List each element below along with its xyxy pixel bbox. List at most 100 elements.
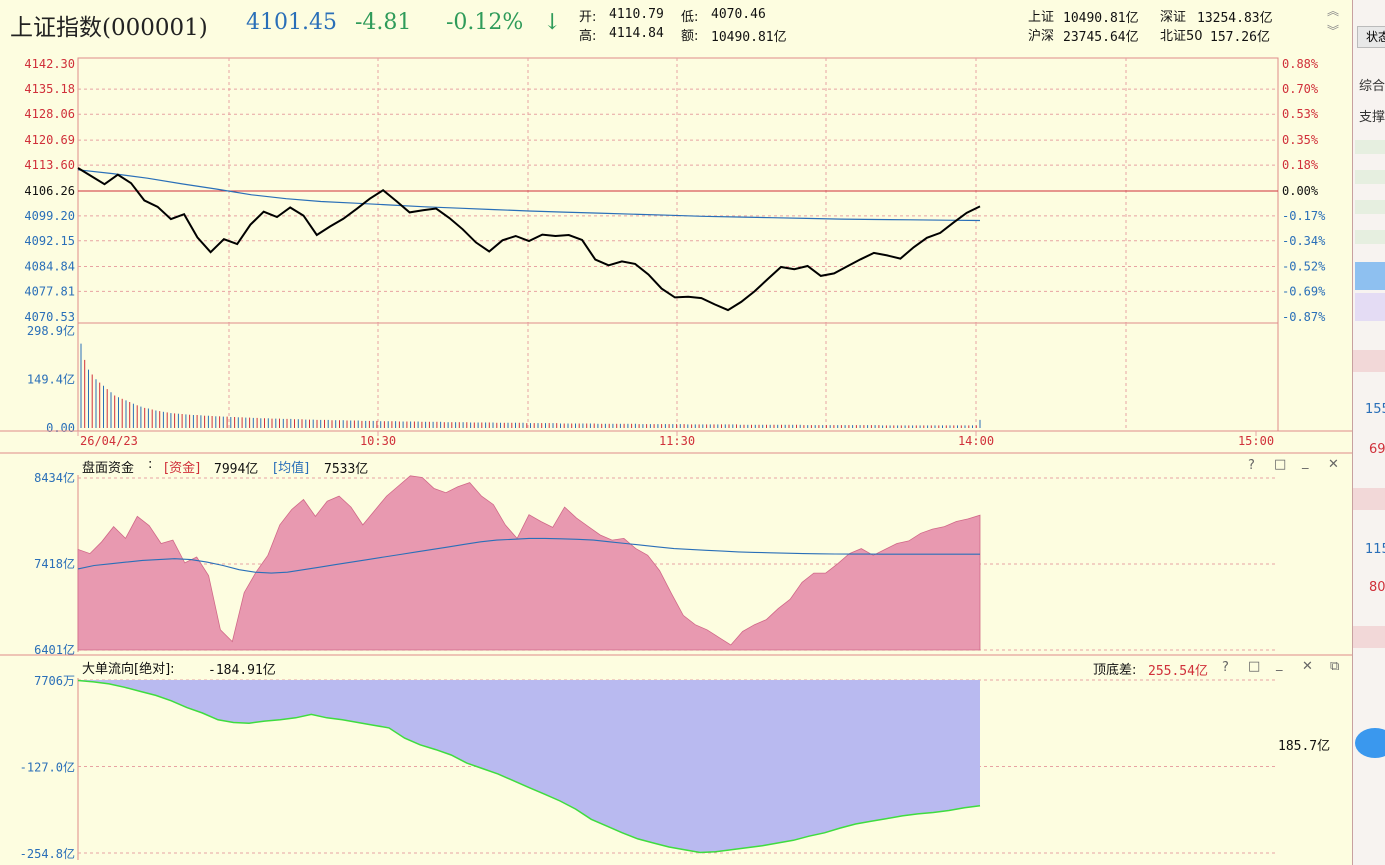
help-icon[interactable]: ? [1222,660,1229,675]
market-bz-label: 北证50 [1160,29,1203,44]
big-order-y-tick-label: -254.8亿 [20,846,75,861]
volume-y-tick-label: 149.4亿 [27,372,75,387]
fund-legend-value: 7994亿 [214,462,259,477]
rp-value-3: 115 [1365,542,1385,557]
fund-avg-legend-label: [均值] [273,461,310,476]
fund-area [77,475,981,651]
status-tab[interactable]: 状态 [1357,26,1385,48]
pct-y-tick-label: 0.53% [1282,107,1319,121]
price-change: -4.81 [355,10,412,35]
maximize-icon[interactable]: □ [1248,659,1261,674]
big-order-y-tick-label: 7706万 [34,674,75,688]
chevron-down-icon[interactable]: ︾ [1326,24,1339,38]
market-sz-label: 深证 [1160,10,1187,25]
rp-item-support[interactable]: 支撑 [1359,110,1385,125]
price-y-tick-label: 4070.53 [24,310,75,324]
price-y-tick-label: 4113.60 [24,158,75,172]
rp-level-bar [1355,200,1385,214]
price-y-tick-label: 4106.26 [24,184,75,198]
average-price-line [77,169,981,222]
pct-y-tick-label: -0.52% [1282,260,1326,274]
open-label: 开: [579,10,597,25]
fund-y-tick-label: 6401亿 [34,642,75,657]
price-panel: 4142.30 4135.18 4128.06 4120.69 4113.60 4106.… [24,57,1326,324]
fund-avg-legend-value: 7533亿 [324,462,369,477]
minimize-icon[interactable]: _ [1302,455,1309,470]
price-y-tick-label: 4135.18 [24,82,75,96]
pct-y-tick-label: 0.35% [1282,133,1319,147]
price-panel-frame [77,57,1279,324]
time-tick-label: 11:30 [659,434,695,448]
fund-average-line [77,537,980,574]
market-hs-value: 23745.64亿 [1063,30,1139,45]
pct-y-tick-label: 0.00% [1282,184,1319,198]
close-icon[interactable]: ✕ [1302,659,1313,674]
amount-label: 额: [681,29,699,44]
rp-divider [1353,350,1385,372]
time-tick-label: 15:00 [1238,434,1274,448]
big-order-panel: 7706万 -127.0亿 -254.8亿 [0,654,1352,861]
fund-y-tick-label: 8434亿 [34,470,75,485]
stock-title: 上证指数(000001) [10,15,208,41]
high-value: 4114.84 [609,26,664,41]
price-change-pct: -0.12% [446,10,524,35]
chevron-up-icon[interactable]: ︽ [1326,4,1339,18]
help-icon[interactable]: ? [1248,458,1255,473]
fund-panel: 8434亿 7418亿 6401亿 [0,452,1352,657]
settings-icon[interactable]: ⧉ [1330,659,1340,674]
pct-y-tick-label: -0.87% [1282,310,1326,324]
volume-panel-frame [77,322,1279,432]
rp-value-4: 80 [1369,580,1385,595]
market-sh-value: 10490.81亿 [1063,11,1139,26]
price-line [77,167,981,312]
market-sz-value: 13254.83亿 [1197,11,1273,26]
big-order-value: -184.91亿 [208,663,276,678]
price-y-tick-label: 4128.06 [24,107,75,121]
open-value: 4110.79 [609,7,664,22]
rp-level-bar [1355,140,1385,154]
rp-level-bar [1355,230,1385,244]
pct-y-tick-label: 0.88% [1282,57,1319,71]
market-sh-label: 上证 [1028,10,1055,25]
rp-level-bar-active [1355,262,1385,290]
market-hs-label: 沪深 [1028,29,1055,44]
price-y-tick-label: 4142.30 [24,57,75,71]
big-order-right-axis-value: 185.7亿 [1278,739,1331,754]
quote-header: 上证指数(000001) 4101.45 -4.81 -0.12% ↓ 开: 4… [0,0,1350,46]
fund-title-colon: : [148,457,153,472]
price-y-tick-label: 4099.20 [24,209,75,223]
time-axis: 26/04/23 10:30 11:30 14:00 15:00 [0,430,1352,448]
low-value: 4070.46 [711,7,766,22]
pct-y-tick-label: 0.70% [1282,82,1319,96]
pct-y-tick-label: -0.17% [1282,209,1326,223]
maximize-icon[interactable]: □ [1274,457,1287,472]
fund-panel-title: 盘面资金 [82,461,135,476]
low-label: 低: [681,10,699,25]
time-tick-label: 10:30 [360,434,396,448]
price-y-tick-label: 4092.15 [24,234,75,248]
rp-divider [1353,626,1385,648]
time-tick-label: 14:00 [958,434,994,448]
rp-indicator [1355,728,1385,758]
price-y-tick-label: 4120.69 [24,133,75,147]
volume-panel: 298.9亿 149.4亿 0.00 [27,322,1279,435]
big-order-y-tick-label: -127.0亿 [20,759,75,774]
down-arrow-icon: ↓ [543,10,562,35]
rp-item-composite[interactable]: 综合 [1359,79,1385,94]
market-bz-value: 157.26亿 [1210,30,1270,45]
time-tick-label: 26/04/23 [80,434,138,448]
fund-legend-label: [资金] [164,461,201,476]
amount-value: 10490.81亿 [711,30,787,45]
rp-level-bar [1355,170,1385,184]
rp-value-2: 69 [1369,442,1385,457]
pct-y-tick-label: -0.69% [1282,284,1326,298]
minimize-icon[interactable]: _ [1276,657,1283,672]
price-y-tick-label: 4077.81 [24,284,75,298]
right-side-panel: 状态 综合 支撑 155 69 115 80 [1352,0,1385,865]
high-label: 高: [579,29,597,44]
close-icon[interactable]: ✕ [1328,457,1339,472]
collapse-expand-control[interactable]: ︽ ︾ [1322,4,1344,40]
pct-y-tick-label: -0.34% [1282,234,1326,248]
chart-canvas: 4142.30 4135.18 4128.06 4120.69 4113.60 4106.… [0,57,1352,861]
pct-y-tick-label: 0.18% [1282,158,1319,172]
